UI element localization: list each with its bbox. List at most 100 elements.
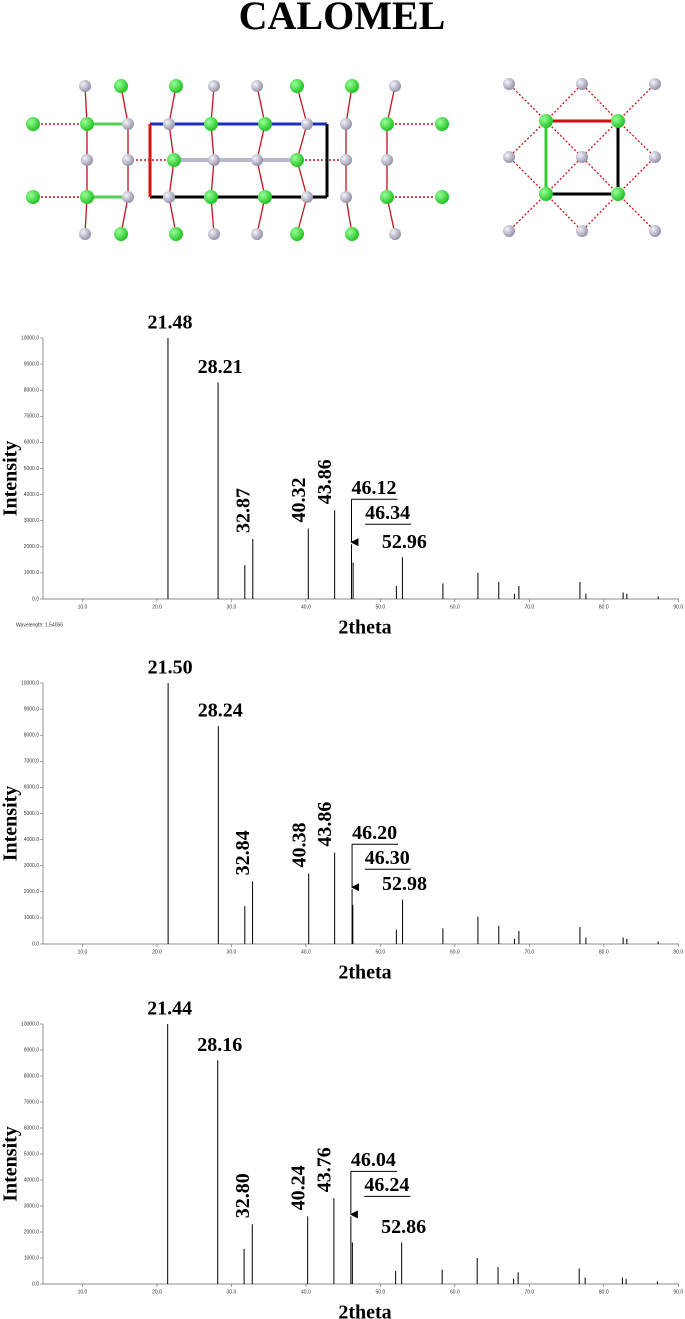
bond [617, 193, 656, 232]
y-tick-label: 6000.0 [24, 785, 40, 791]
y-tick-label: 4000.0 [24, 1177, 40, 1183]
cl-atom [539, 114, 553, 128]
cl-atom [290, 153, 304, 167]
y-tick-label: 10000.0 [21, 680, 39, 686]
x-tick-label: 80.0 [599, 949, 609, 955]
bond [581, 120, 619, 158]
y-axis-title: Intensity [0, 1126, 22, 1202]
peak-label: 32.80 [232, 1173, 254, 1218]
peak-label: 43.76 [313, 1147, 335, 1192]
peak-label: 28.24 [198, 700, 243, 722]
cl-atom [290, 227, 304, 241]
x-tick-label: 70.0 [524, 604, 534, 610]
y-tick-label: 6000.0 [24, 1125, 40, 1131]
hg-atom [649, 151, 661, 163]
bond [545, 120, 583, 158]
y-tick-label: 5000.0 [24, 1151, 40, 1157]
y-tick-label: 7000.0 [24, 759, 40, 765]
note: Wavelength: 1.54056 [16, 622, 63, 628]
cl-atom [539, 187, 553, 201]
peak-label: 46.24 [364, 1174, 409, 1196]
y-tick-label: 2000.0 [24, 889, 40, 895]
y-tick-label: 8000.0 [24, 1073, 40, 1079]
cl-atom [611, 114, 625, 128]
figure-title: CALOMEL [239, 0, 446, 38]
y-tick-label: 10000.0 [21, 335, 39, 341]
hg-atom [79, 228, 91, 240]
peak-label: 43.86 [314, 802, 336, 847]
y-tick-label: 4000.0 [24, 492, 40, 498]
x-tick-label: 80.0 [599, 604, 609, 610]
bond [508, 193, 547, 232]
x-tick-label: 70.0 [524, 1289, 534, 1295]
hg-atom [79, 80, 91, 92]
crystal-structures [26, 78, 661, 241]
hg-atom [208, 154, 220, 166]
bond [581, 83, 619, 122]
bond [508, 83, 547, 122]
cl-atom [114, 227, 128, 241]
peak-label: 40.24 [287, 1165, 309, 1210]
y-tick-label: 9000.0 [24, 706, 40, 712]
hg-atom [340, 191, 352, 203]
bond [545, 156, 583, 195]
peak-label: 21.44 [147, 998, 192, 1020]
peak-label: 32.84 [232, 830, 254, 875]
peak-label: 52.96 [382, 531, 427, 553]
y-tick-label: 8000.0 [24, 388, 40, 394]
x-tick-label: 10.0 [78, 949, 88, 955]
x-tick-label: 50.0 [375, 1289, 385, 1295]
x-tick-label: 30.0 [227, 949, 237, 955]
hg-atom [122, 154, 134, 166]
peak-label: 46.12 [351, 477, 396, 499]
cl-atom [26, 117, 40, 131]
cl-atom [204, 117, 218, 131]
hg-atom [122, 118, 134, 130]
y-tick-label: 5000.0 [24, 811, 40, 817]
bond [581, 156, 619, 195]
y-tick-label: 10000.0 [21, 1021, 39, 1027]
x-tick-label: 40.0 [301, 604, 311, 610]
bond [545, 83, 583, 122]
peak-label: 46.04 [351, 1149, 396, 1171]
cl-atom [169, 227, 183, 241]
hg-atom [81, 154, 93, 166]
peak-label: 46.20 [352, 822, 397, 844]
bond [617, 83, 656, 122]
hg-atom [576, 78, 588, 90]
hg-atom [576, 225, 588, 237]
y-tick-label: 8000.0 [24, 733, 40, 739]
cl-atom [380, 117, 394, 131]
hg-atom [301, 118, 313, 130]
y-tick-label: 9000.0 [24, 361, 40, 367]
x-tick-label: 20.0 [152, 604, 162, 610]
peak-label: 52.86 [381, 1216, 426, 1238]
peak-label: 46.30 [365, 847, 410, 869]
hg-atom [163, 191, 175, 203]
peak-label: 43.86 [314, 459, 336, 504]
x-axis-title: 2theta [338, 962, 391, 984]
x-axis-title: 2theta [338, 1302, 391, 1319]
cl-atom [345, 79, 359, 93]
bond [545, 193, 583, 232]
cl-atom [345, 227, 359, 241]
hg-atom [251, 228, 263, 240]
peak-label: 52.98 [382, 873, 427, 895]
y-tick-label: 3000.0 [24, 863, 40, 869]
hg-atom [122, 191, 134, 203]
y-tick-label: 7000.0 [24, 1099, 40, 1105]
y-tick-label: 2000.0 [24, 544, 40, 550]
y-tick-label: 6000.0 [24, 440, 40, 446]
peak-label: 40.32 [288, 478, 310, 523]
y-tick-label: 2000.0 [24, 1229, 40, 1235]
bond [508, 120, 547, 158]
cl-atom [611, 187, 625, 201]
bond [508, 156, 547, 195]
hg-atom [389, 228, 401, 240]
hg-atom [340, 154, 352, 166]
hg-atom [649, 78, 661, 90]
hg-atom [251, 80, 263, 92]
x-tick-label: 70.0 [524, 949, 534, 955]
y-tick-label: 1000.0 [24, 1255, 40, 1261]
